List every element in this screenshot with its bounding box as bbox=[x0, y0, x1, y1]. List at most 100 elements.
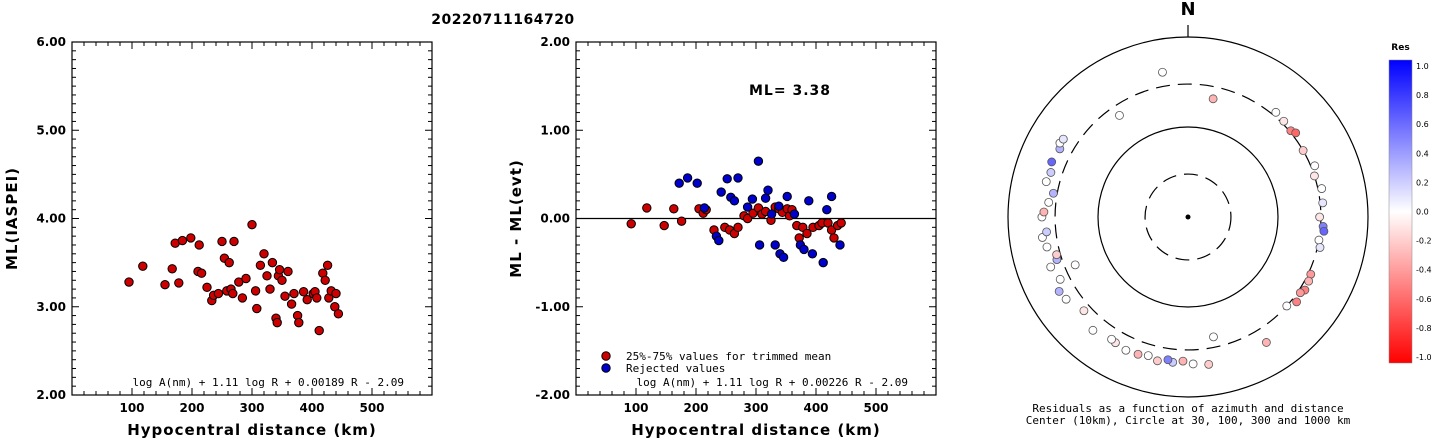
station-residual-point bbox=[1208, 94, 1218, 104]
y-tick-label: 2.00 bbox=[540, 35, 570, 49]
colorbar-title: Res bbox=[1391, 43, 1409, 53]
data-point-series-0 bbox=[298, 287, 309, 297]
data-point-series-0 bbox=[659, 220, 669, 231]
y-tick-label: -2.00 bbox=[535, 388, 570, 402]
data-point-series-0 bbox=[320, 275, 330, 285]
station-residual-point bbox=[1079, 306, 1089, 316]
station-residual-point bbox=[1209, 332, 1218, 342]
station-residual-point bbox=[1121, 345, 1131, 355]
colorbar-label: 0.2 bbox=[1416, 178, 1429, 187]
data-point-series-0 bbox=[802, 228, 812, 239]
station-residual-point bbox=[1163, 355, 1173, 365]
station-residual-point bbox=[1049, 188, 1058, 198]
data-point-series-0 bbox=[289, 288, 299, 299]
data-point-series-1 bbox=[774, 201, 784, 211]
legend-label: 25%-75% values for trimmed mean bbox=[626, 350, 831, 363]
x-axis-label: Hypocentral distance (km) bbox=[631, 421, 881, 439]
ml-vs-distance-chart: 100 200 300 400 500 2.00 3.00 4.00 5.00 6.00 Hypoc… bbox=[3, 35, 433, 439]
station-residual-point bbox=[1315, 212, 1325, 222]
data-point-series-1 bbox=[760, 193, 771, 203]
legend-label: Rejected values bbox=[626, 362, 725, 375]
data-point-series-1 bbox=[826, 191, 837, 202]
data-point-series-0 bbox=[283, 266, 293, 277]
azimuth-distance-polar-chart: N Residuals as a function of azimuth and … bbox=[1007, 0, 1369, 427]
station-residual-point bbox=[1318, 198, 1328, 208]
formula-text: log A(nm) + 1.11 log R + 0.00226 R - 2.0… bbox=[636, 376, 908, 389]
data-point-series-1 bbox=[763, 185, 773, 195]
x-tick-label: 300 bbox=[743, 401, 768, 415]
data-point-series-0 bbox=[252, 303, 262, 314]
data-point-series-0 bbox=[626, 219, 636, 229]
data-point-series-1 bbox=[804, 196, 814, 206]
station-residual-point bbox=[1178, 356, 1188, 366]
x-tick-label: 300 bbox=[239, 401, 264, 415]
y-tick-label: 4.00 bbox=[36, 212, 66, 226]
data-point-series-0 bbox=[312, 293, 322, 303]
data-point-series-1 bbox=[682, 173, 693, 183]
data-point-series-1 bbox=[714, 235, 724, 246]
station-residual-point bbox=[1282, 301, 1292, 311]
station-residual-point bbox=[1133, 349, 1143, 359]
station-residual-point bbox=[1298, 146, 1308, 155]
station-residual-point bbox=[1317, 184, 1327, 193]
data-point-series-0 bbox=[194, 240, 204, 250]
data-point-series-0 bbox=[255, 260, 266, 270]
page-title: 20220711164720 bbox=[431, 12, 574, 28]
station-residual-point bbox=[1052, 250, 1062, 260]
data-point-series-0 bbox=[733, 222, 743, 233]
data-point-series-0 bbox=[177, 235, 188, 246]
data-point-series-1 bbox=[729, 196, 740, 206]
colorbar-gradient bbox=[1388, 59, 1413, 364]
station-residual-point bbox=[1204, 359, 1214, 369]
station-residual-point bbox=[1261, 338, 1271, 347]
data-point-series-1 bbox=[692, 178, 702, 188]
data-point-series-0 bbox=[217, 236, 227, 247]
data-point-series-1 bbox=[742, 202, 753, 212]
data-point-series-1 bbox=[733, 173, 743, 183]
plot-frame bbox=[71, 41, 433, 396]
station-residual-point bbox=[1315, 243, 1325, 252]
colorbar-label: 0.8 bbox=[1416, 91, 1429, 100]
colorbar-label: -0.8 bbox=[1416, 324, 1432, 333]
data-point-series-1 bbox=[807, 249, 818, 259]
data-point-series-0 bbox=[259, 249, 269, 259]
data-point-series-0 bbox=[322, 260, 333, 270]
station-residual-point bbox=[1295, 288, 1305, 298]
colorbar-label: -0.2 bbox=[1416, 237, 1432, 246]
colorbar-label: 0.0 bbox=[1416, 208, 1429, 217]
data-point-series-0 bbox=[829, 233, 839, 243]
station-residual-point bbox=[1188, 359, 1198, 369]
data-point-series-0 bbox=[294, 317, 304, 328]
data-point-series-0 bbox=[160, 279, 170, 290]
data-point-series-1 bbox=[766, 209, 777, 219]
data-point-series-0 bbox=[124, 277, 134, 287]
formula-text: log A(nm) + 1.11 log R + 0.00189 R - 2.0… bbox=[132, 376, 404, 389]
station-residual-point bbox=[1271, 107, 1281, 117]
data-point-series-0 bbox=[676, 216, 687, 226]
colorbar-label: 0.4 bbox=[1416, 149, 1429, 158]
north-label: N bbox=[1180, 0, 1195, 20]
x-tick-label: 200 bbox=[179, 401, 204, 415]
data-point-series-1 bbox=[753, 156, 764, 166]
x-tick-label: 200 bbox=[683, 401, 708, 415]
station-residual-point bbox=[1107, 334, 1116, 344]
data-point-series-0 bbox=[237, 293, 248, 303]
station-residual-point bbox=[1292, 297, 1302, 307]
data-point-series-0 bbox=[250, 286, 261, 296]
x-tick-label: 400 bbox=[803, 401, 828, 415]
station-residual-point bbox=[1046, 168, 1056, 177]
residual-vs-distance-chart: 100 200 300 400 500 -2.00 -1.00 0.00 1.00 2.00 Hyp… bbox=[507, 35, 937, 439]
data-point-series-0 bbox=[331, 288, 341, 299]
data-point-series-0 bbox=[186, 233, 196, 243]
colorbar-label: 1.0 bbox=[1416, 62, 1429, 71]
y-tick-label: 0.00 bbox=[540, 212, 570, 226]
station-residual-point bbox=[1291, 128, 1301, 138]
center-marker bbox=[1185, 214, 1191, 220]
data-point-series-1 bbox=[747, 194, 758, 204]
data-point-series-0 bbox=[642, 203, 652, 213]
data-point-series-1 bbox=[835, 240, 845, 250]
data-point-series-1 bbox=[674, 178, 684, 188]
station-residual-point bbox=[1279, 116, 1289, 126]
data-point-series-0 bbox=[302, 294, 312, 305]
polar-caption-line-1: Residuals as a function of azimuth and d… bbox=[1032, 402, 1343, 415]
